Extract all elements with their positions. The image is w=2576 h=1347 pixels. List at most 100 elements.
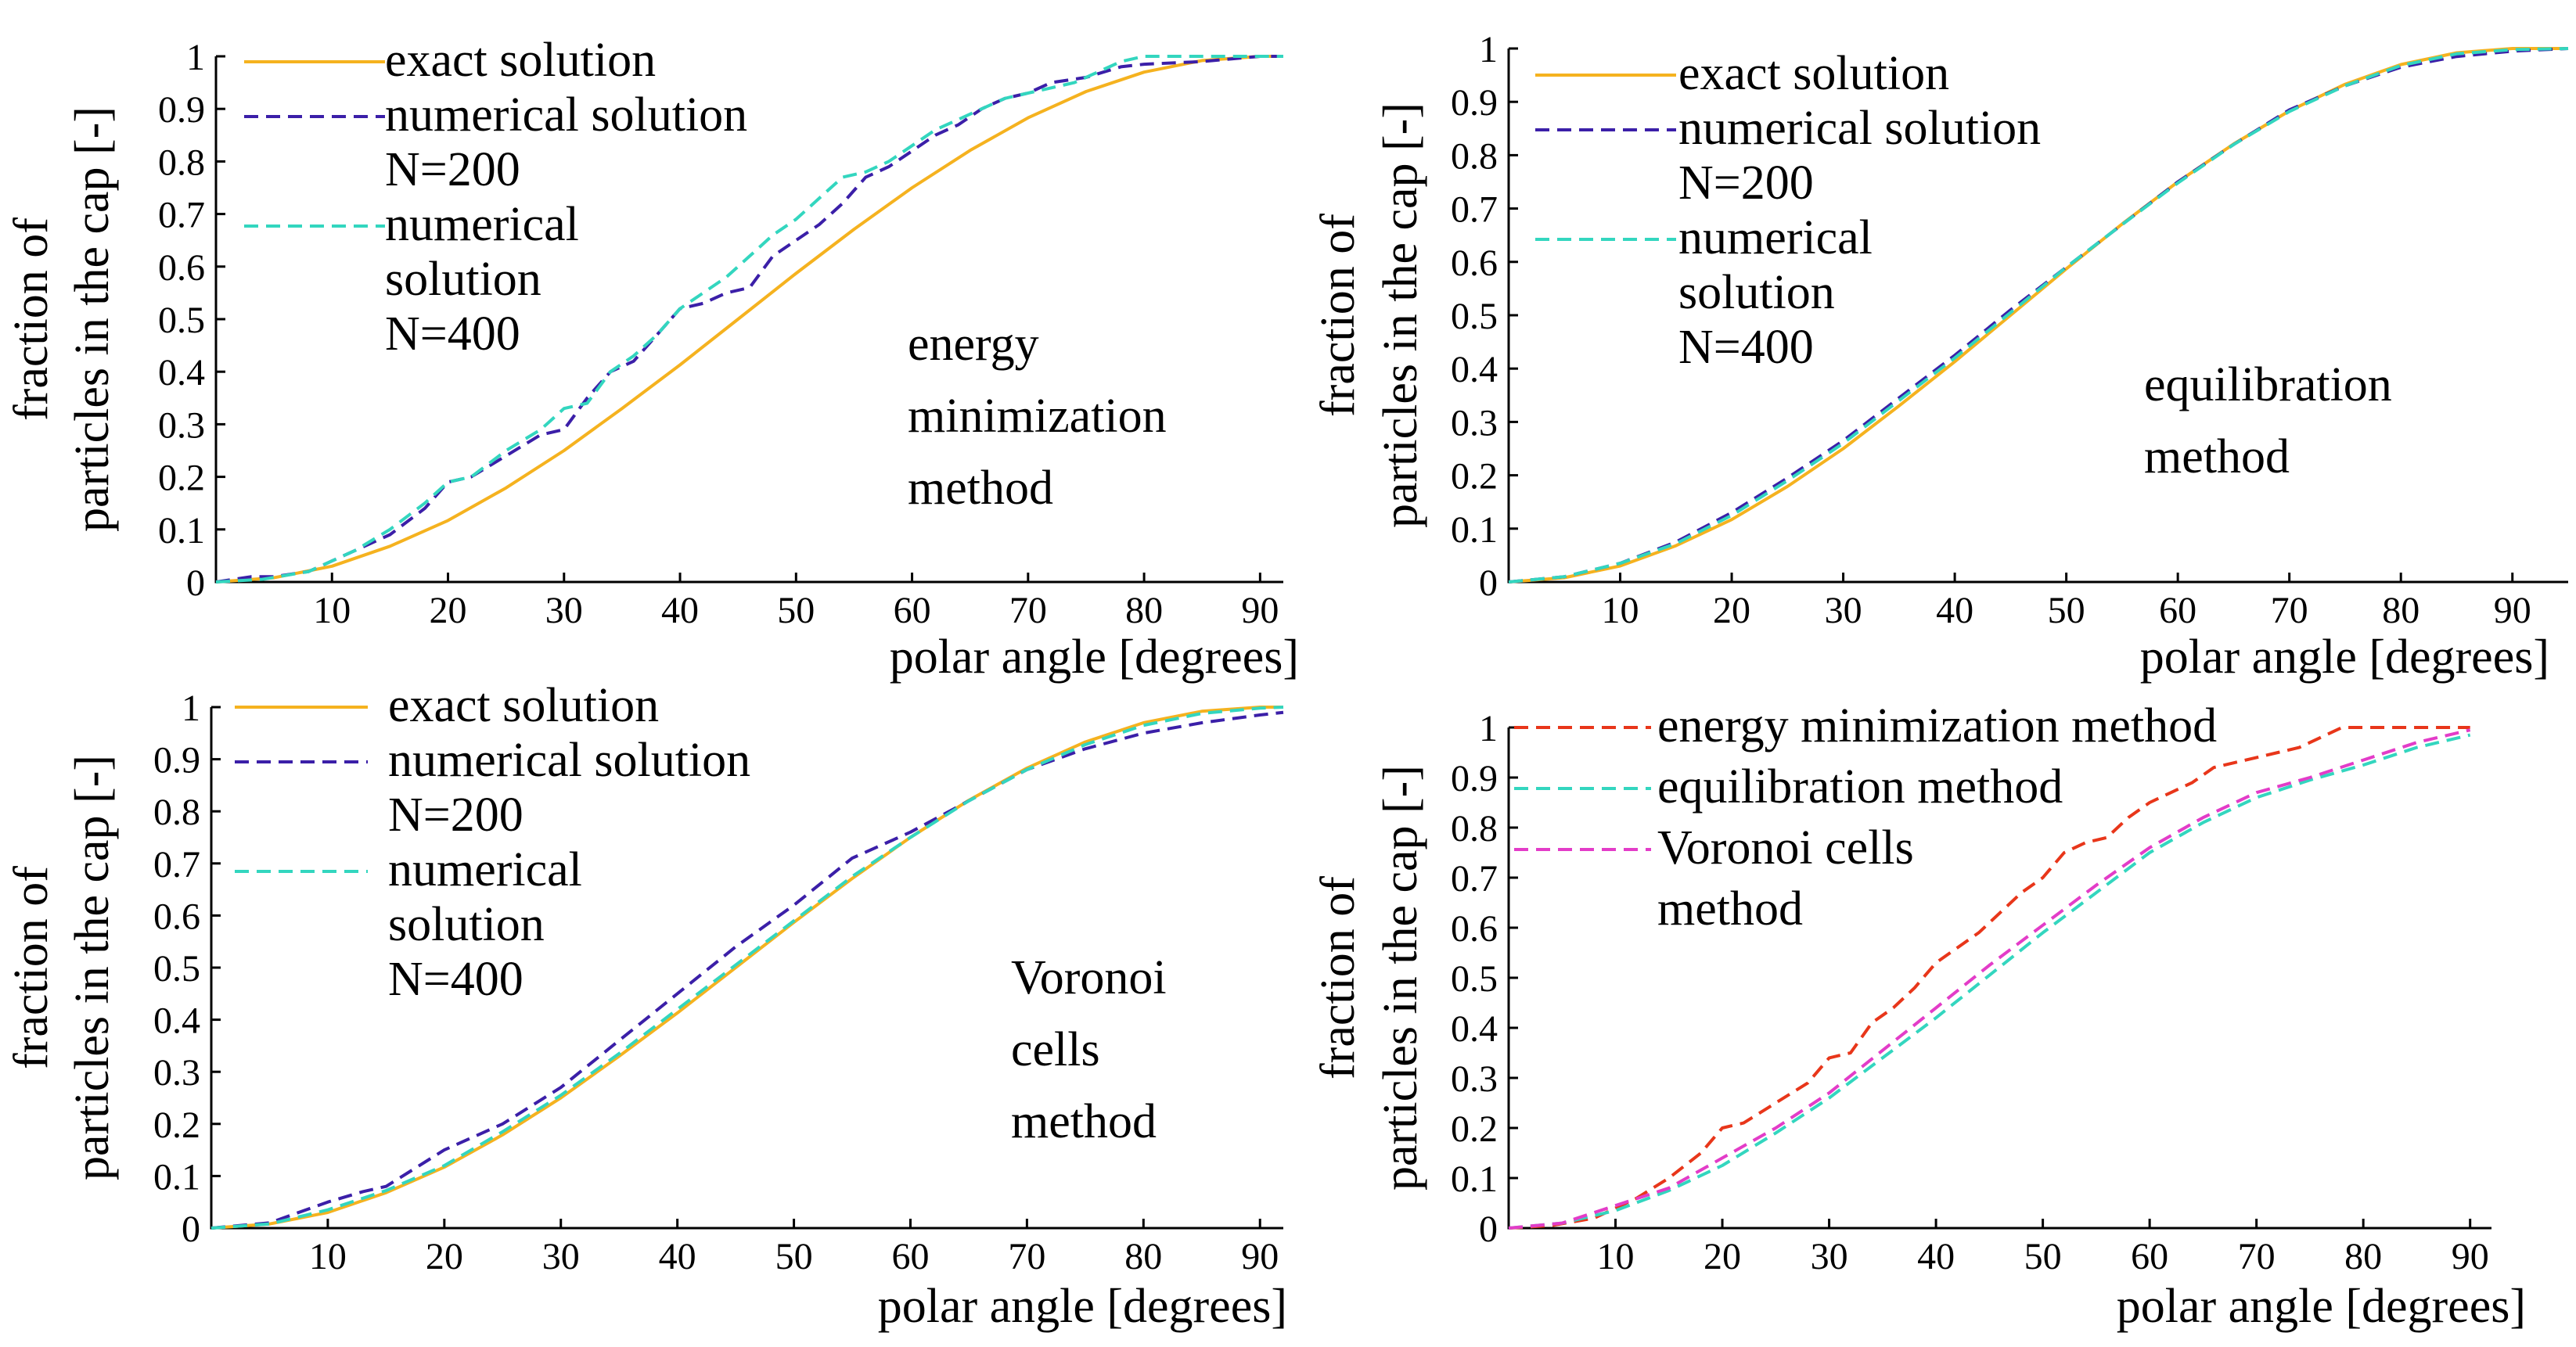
x-tick-label: 30 xyxy=(1825,590,1862,631)
legend-label-n400: solution xyxy=(385,253,541,306)
x-tick-label: 50 xyxy=(2024,1236,2062,1277)
legend-label-n200: N=200 xyxy=(385,143,520,196)
y-tick-label: 0.5 xyxy=(153,948,200,990)
x-tick-label: 70 xyxy=(1008,1236,1045,1277)
y-tick-label: 0.9 xyxy=(158,89,205,131)
x-tick-label: 70 xyxy=(1009,590,1047,631)
legend-label-n200: numerical solution xyxy=(388,734,750,787)
y-tick-label: 0.7 xyxy=(158,195,205,236)
series-line-n200 xyxy=(210,710,1284,1230)
legend-label-n200: N=200 xyxy=(1678,156,1814,210)
y-tick-label: 0.7 xyxy=(1451,189,1498,231)
y-tick-label: 0.3 xyxy=(153,1052,200,1094)
y-tick-label: 1 xyxy=(186,37,205,78)
y-tick-label: 0.9 xyxy=(153,740,200,781)
chart-panel-voronoi: 0 0.1 0.2 0.3 0.4 0.5 0.6 0.7 0.8 0.9 1 10 20 30 40 50 6… xyxy=(5,679,1287,1333)
x-tick-label: 20 xyxy=(430,590,467,631)
x-tick-label: 80 xyxy=(2382,590,2419,631)
x-tick-label: 40 xyxy=(1936,590,1973,631)
y-tick-label: 0.5 xyxy=(1451,958,1498,1000)
legend-label-n400: N=400 xyxy=(385,307,520,361)
y-axis-label-line1: fraction of xyxy=(5,217,58,421)
y-tick-label: 0.2 xyxy=(1451,456,1498,497)
x-tick-label: 10 xyxy=(309,1236,347,1277)
legend-label-n400: solution xyxy=(1678,266,1835,319)
legend-label-n400: solution xyxy=(388,898,545,951)
x-tick-label: 30 xyxy=(545,590,583,631)
x-tick-label: 60 xyxy=(2131,1236,2168,1277)
legend-label-equilibration: equilibration method xyxy=(1657,760,2063,814)
x-tick-label: 50 xyxy=(775,1236,813,1277)
legend-label-voronoi: method xyxy=(1657,882,1803,936)
y-tick-label: 0 xyxy=(186,562,205,604)
y-tick-label: 0 xyxy=(182,1209,200,1250)
x-tick-label: 80 xyxy=(2344,1236,2382,1277)
series-line-n200 xyxy=(215,55,1283,584)
y-tick-label: 0 xyxy=(1479,1209,1498,1250)
legend-label-exact: exact solution xyxy=(1678,47,1949,100)
x-tick-label: 90 xyxy=(2494,590,2531,631)
method-annotation: Voronoi xyxy=(1011,951,1167,1004)
x-tick-label: 80 xyxy=(1125,590,1163,631)
x-tick-label: 40 xyxy=(659,1236,696,1277)
series-line-equilibration xyxy=(1508,733,2471,1230)
x-tick-label: 60 xyxy=(894,590,931,631)
x-tick-label: 30 xyxy=(542,1236,580,1277)
y-tick-label: 0.2 xyxy=(153,1105,200,1146)
method-annotation: equilibration xyxy=(2144,358,2392,411)
y-axis-label-line1: fraction of xyxy=(5,866,58,1069)
legend-label-n400: N=400 xyxy=(388,953,523,1006)
method-annotation: method xyxy=(908,462,1053,515)
y-tick-label: 0.6 xyxy=(158,247,205,289)
legend-label-n400: numerical xyxy=(1678,211,1873,264)
series-line-voronoi xyxy=(1508,728,2471,1230)
y-tick-label: 0.9 xyxy=(1451,82,1498,124)
legend-label-exact: exact solution xyxy=(388,679,659,732)
x-tick-label: 80 xyxy=(1124,1236,1162,1277)
y-tick-label: 0.2 xyxy=(1451,1108,1498,1150)
x-tick-label: 20 xyxy=(1713,590,1750,631)
legend-label-energy: energy minimization method xyxy=(1657,699,2217,753)
y-tick-label: 0.8 xyxy=(158,142,205,183)
series-line-n400 xyxy=(1508,47,2569,584)
x-tick-label: 70 xyxy=(2238,1236,2276,1277)
y-tick-label: 0.1 xyxy=(153,1156,200,1198)
method-annotation: minimization xyxy=(908,390,1167,443)
legend-label-exact: exact solution xyxy=(385,34,656,87)
method-annotation: method xyxy=(1011,1095,1157,1148)
chart-panel-method-comparison: 0 0.1 0.2 0.3 0.4 0.5 0.6 0.7 0.8 0.9 1 10 20 30 40 50 6… xyxy=(1311,699,2526,1333)
x-tick-label: 10 xyxy=(1602,590,1639,631)
legend-label-n400: numerical xyxy=(388,843,582,896)
y-tick-label: 1 xyxy=(1479,29,1498,70)
y-tick-label: 0.7 xyxy=(153,844,200,885)
y-tick-label: 0.5 xyxy=(158,300,205,341)
x-tick-label: 40 xyxy=(661,590,699,631)
y-tick-label: 0.4 xyxy=(158,352,205,393)
method-annotation: energy xyxy=(908,318,1039,371)
x-tick-label: 50 xyxy=(777,590,815,631)
y-tick-label: 0.1 xyxy=(158,510,205,551)
y-tick-label: 0.1 xyxy=(1451,509,1498,551)
y-tick-label: 0.3 xyxy=(158,404,205,446)
series-line-exact xyxy=(210,706,1283,1230)
y-tick-label: 0.5 xyxy=(1451,296,1498,337)
axes-frame xyxy=(214,56,1283,584)
x-axis-label: polar angle [degrees] xyxy=(2117,1280,2526,1333)
y-tick-label: 0 xyxy=(1479,562,1498,604)
x-tick-label: 70 xyxy=(2271,590,2308,631)
y-axis-label-line2: particles in the cap [-] xyxy=(66,106,119,532)
legend-label-n200: N=200 xyxy=(388,788,523,842)
x-tick-label: 90 xyxy=(1241,1236,1279,1277)
x-tick-label: 90 xyxy=(2452,1236,2489,1277)
y-tick-label: 0.4 xyxy=(153,1000,200,1042)
legend-label-n200: numerical solution xyxy=(1678,102,2041,155)
y-tick-label: 0.8 xyxy=(153,792,200,833)
y-tick-label: 0.6 xyxy=(1451,908,1498,950)
series-line-n400 xyxy=(210,706,1284,1230)
x-tick-label: 20 xyxy=(1704,1236,1741,1277)
y-axis-label-line2: particles in the cap [-] xyxy=(1374,765,1427,1191)
chart-panel-equilibration: 0 0.1 0.2 0.3 0.4 0.5 0.6 0.7 0.8 0.9 1 10 20 30 40 50 6… xyxy=(1311,29,2569,684)
method-annotation: method xyxy=(2144,430,2290,483)
x-tick-label: 40 xyxy=(1917,1236,1955,1277)
y-axis-label-line1: fraction of xyxy=(1311,214,1365,417)
